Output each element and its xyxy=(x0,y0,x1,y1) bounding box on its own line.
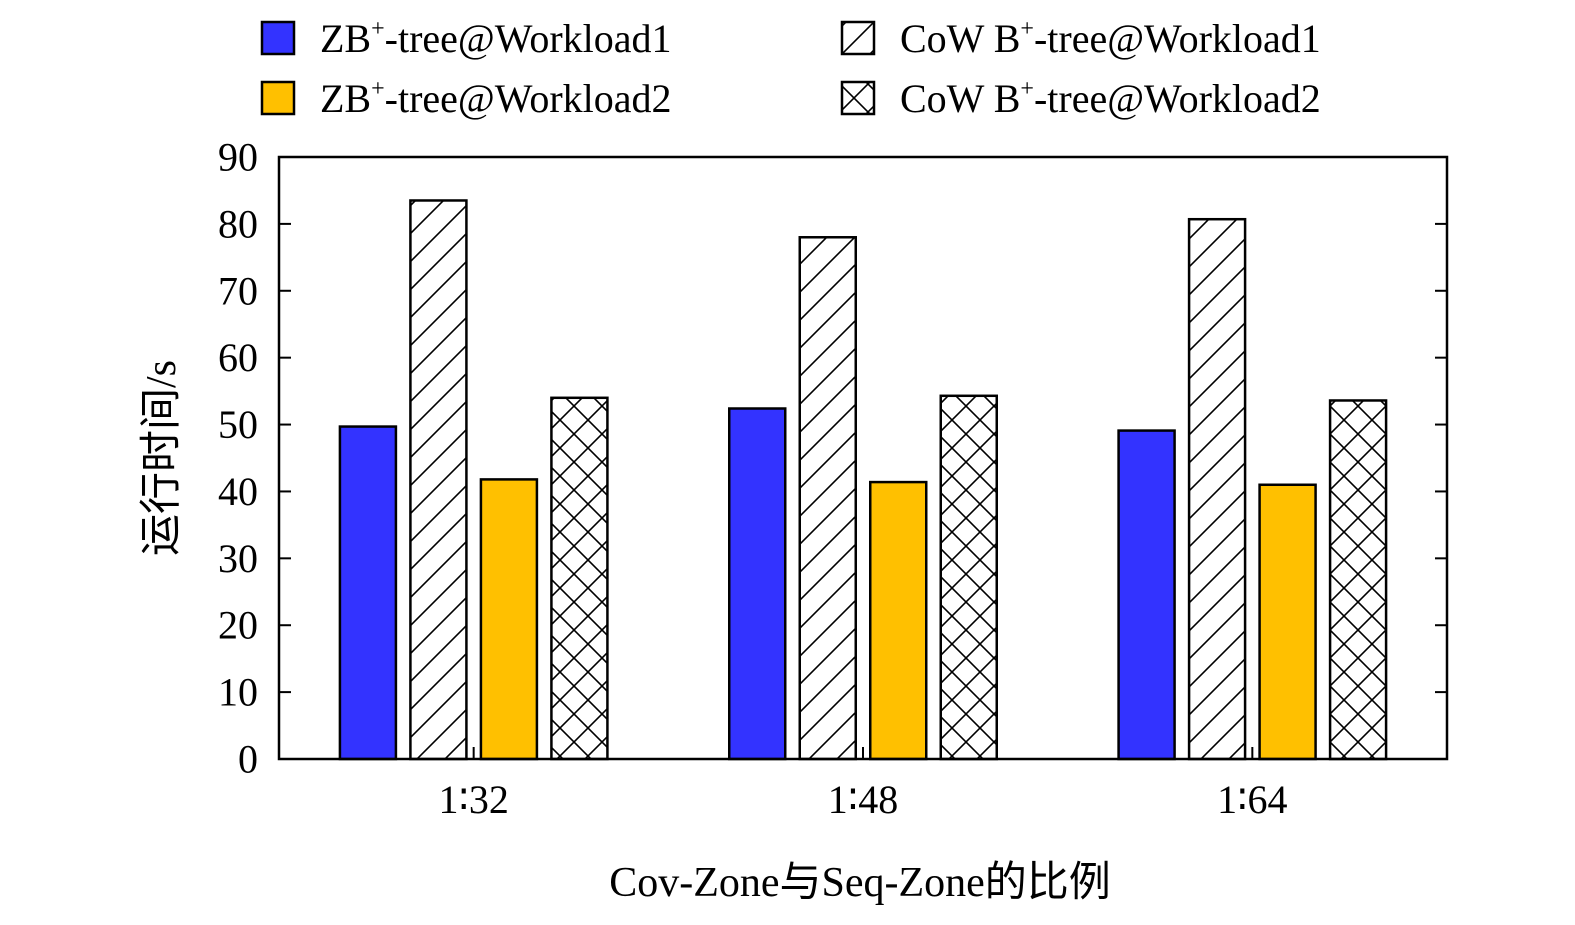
y-tick-label: 90 xyxy=(218,135,258,180)
legend-label: ZB+-tree@Workload2 xyxy=(320,76,672,121)
legend-label: ZB+-tree@Workload1 xyxy=(320,16,672,61)
legend-item-2: CoW B+-tree@Workload1 xyxy=(840,16,1321,61)
y-tick-label: 40 xyxy=(218,469,258,514)
legend-label-pre: CoW B xyxy=(900,16,1020,61)
y-tick-label: 70 xyxy=(218,268,258,313)
x-tick-label: 1∶32 xyxy=(438,777,508,822)
bar-series-4-2 xyxy=(939,394,998,761)
y-tick-label: 30 xyxy=(218,536,258,581)
bar-series-3-3 xyxy=(1258,483,1317,761)
bar-series-2-1 xyxy=(409,199,468,761)
legend: ZB+-tree@Workload1 CoW B+-tree@Workload1Z… xyxy=(260,16,1321,121)
legend-label-pre: CoW B xyxy=(900,76,1020,121)
legend-swatch xyxy=(260,20,296,56)
legend-swatch xyxy=(840,20,876,56)
legend-item-1: ZB+-tree@Workload1 xyxy=(260,16,672,61)
legend-label-post: -tree@Workload1 xyxy=(385,16,672,61)
y-axis: 0 10 20 30 40 50 60 70 80 90 xyxy=(218,135,1447,782)
y-tick-label: 10 xyxy=(218,670,258,715)
bars xyxy=(338,199,1388,761)
bar-series-3-2 xyxy=(869,480,928,761)
bar-series-4-1 xyxy=(550,396,609,761)
legend-label-sup: + xyxy=(1020,16,1034,42)
legend-label: CoW B+-tree@Workload1 xyxy=(900,16,1321,61)
bar-series-2-2 xyxy=(798,236,857,761)
y-axis-title: 运行时间/s xyxy=(139,360,185,556)
x-axis-title: Cov-Zone与Seq-Zone的比例 xyxy=(609,860,1111,906)
bar-series-4-3 xyxy=(1328,399,1388,761)
bar-series-1-3 xyxy=(1117,429,1176,761)
legend-item-3: ZB+-tree@Workload2 xyxy=(260,76,672,121)
y-tick-label: 20 xyxy=(218,603,258,648)
bar-series-1-2 xyxy=(728,407,787,761)
y-tick-label: 50 xyxy=(218,402,258,447)
legend-label-sup: + xyxy=(371,76,385,102)
legend-item-4: CoW B+-tree@Workload2 xyxy=(840,76,1321,121)
legend-label-pre: ZB xyxy=(320,16,371,61)
legend-swatch xyxy=(260,80,296,116)
y-tick-label: 0 xyxy=(238,737,258,782)
legend-swatch xyxy=(840,80,876,116)
bar-series-2-3 xyxy=(1187,217,1247,761)
y-tick-label: 80 xyxy=(218,201,258,246)
legend-label-post: -tree@Workload2 xyxy=(1034,76,1321,121)
legend-label: CoW B+-tree@Workload2 xyxy=(900,76,1321,121)
bar-series-1-1 xyxy=(338,425,398,761)
legend-label-sup: + xyxy=(1020,76,1034,102)
legend-label-post: -tree@Workload2 xyxy=(385,76,672,121)
bar-series-3-1 xyxy=(479,478,539,761)
y-tick-label: 60 xyxy=(218,335,258,380)
x-tick-label: 1∶48 xyxy=(828,777,898,822)
x-axis: 1∶32 1∶48 1∶64 xyxy=(438,747,1288,822)
legend-label-sup: + xyxy=(371,16,385,42)
legend-label-pre: ZB xyxy=(320,76,371,121)
legend-label-post: -tree@Workload1 xyxy=(1034,16,1321,61)
x-tick-label: 1∶64 xyxy=(1217,777,1287,822)
